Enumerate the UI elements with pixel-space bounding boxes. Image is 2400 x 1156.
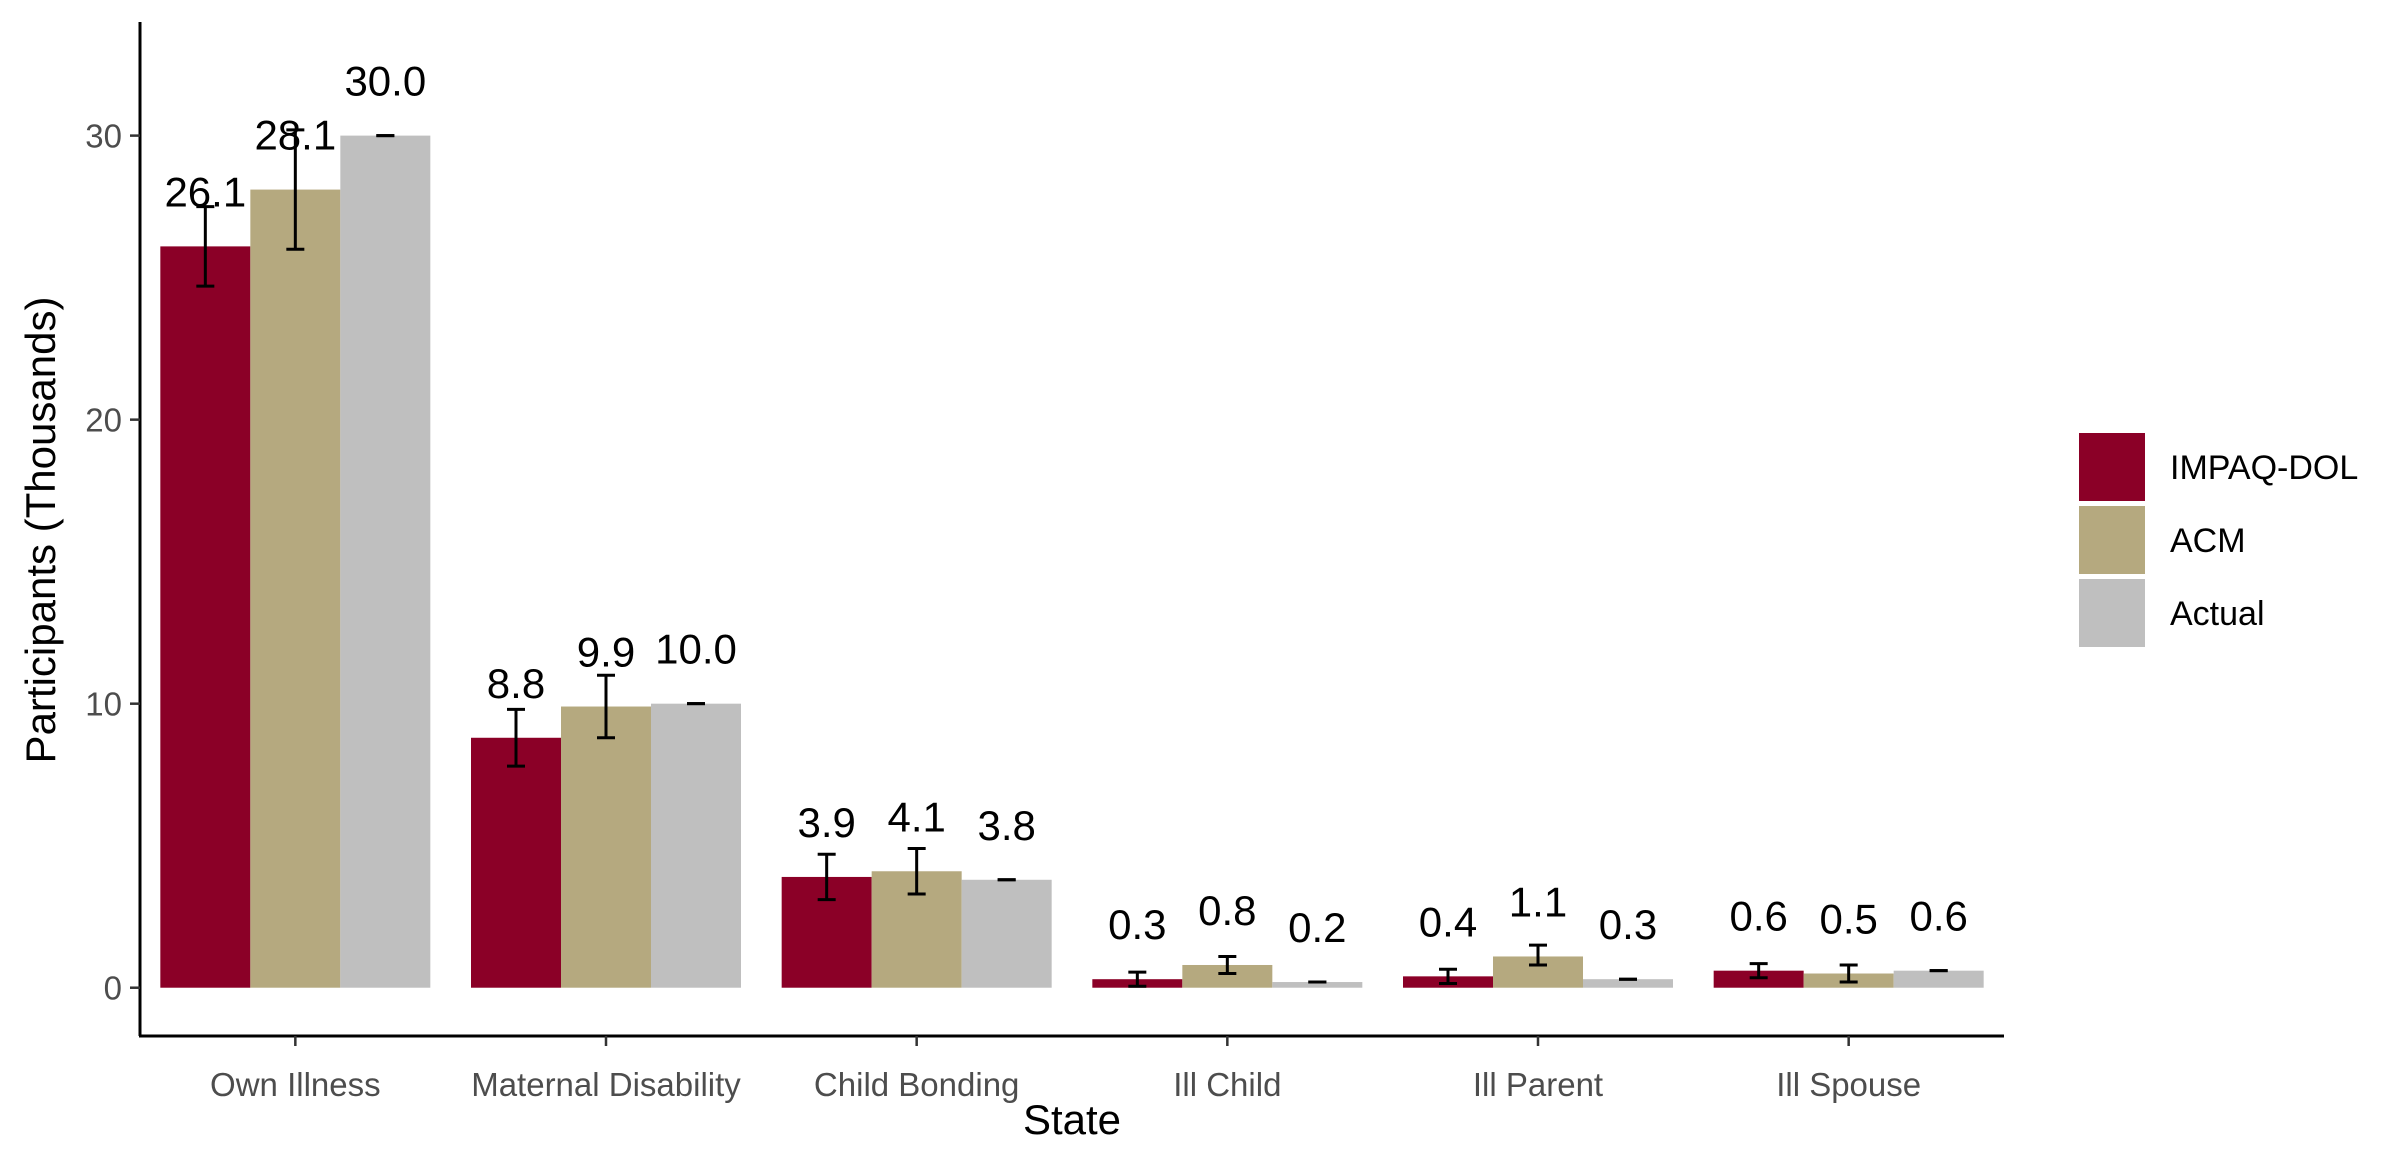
legend: IMPAQ-DOL ACM Actual bbox=[2077, 431, 2358, 649]
bar bbox=[561, 706, 651, 988]
data-label: 0.8 bbox=[1198, 887, 1256, 934]
bar bbox=[160, 246, 251, 988]
data-label: 4.1 bbox=[887, 793, 945, 840]
data-label: 0.6 bbox=[1909, 893, 1967, 940]
bar bbox=[1182, 964, 1273, 988]
data-label: 8.8 bbox=[487, 660, 545, 707]
y-axis-title: Participants (Thousands) bbox=[17, 297, 64, 764]
data-label: 0.4 bbox=[1419, 898, 1477, 945]
y-tick-label: 0 bbox=[104, 970, 122, 1007]
data-label: 26.1 bbox=[164, 168, 246, 215]
bar bbox=[1272, 982, 1363, 988]
legend-key bbox=[2077, 431, 2147, 503]
data-label: 0.3 bbox=[1599, 901, 1657, 948]
bars-layer bbox=[160, 135, 1984, 988]
bar bbox=[1583, 979, 1673, 988]
data-label: 0.2 bbox=[1288, 904, 1346, 951]
data-label: 3.9 bbox=[797, 799, 855, 846]
data-label: 1.1 bbox=[1509, 878, 1567, 925]
data-label: 10.0 bbox=[655, 626, 737, 673]
data-labels-layer: 26.128.130.0 8.8 9.9 10.0 3.9 4.1 3.8 0.3 0.8 0.2… bbox=[164, 58, 1967, 951]
data-label: 0.6 bbox=[1729, 893, 1787, 940]
data-label: 3.8 bbox=[977, 802, 1035, 849]
y-axis: 0 10 20 30 bbox=[85, 118, 140, 1007]
data-label: 30.0 bbox=[344, 58, 426, 105]
bar bbox=[471, 737, 561, 988]
x-tick-label: Ill Child bbox=[1173, 1066, 1281, 1103]
data-label: 9.9 bbox=[577, 629, 635, 676]
y-tick-label: 20 bbox=[85, 402, 122, 439]
data-label: 0.5 bbox=[1819, 896, 1877, 943]
bar bbox=[250, 189, 341, 988]
legend-key bbox=[2077, 577, 2147, 649]
x-tick-label: Own Illness bbox=[210, 1066, 381, 1103]
y-tick-label: 10 bbox=[85, 686, 122, 723]
legend-key bbox=[2077, 504, 2147, 576]
data-label: 0.3 bbox=[1108, 901, 1166, 948]
x-tick-label: Ill Spouse bbox=[1776, 1066, 1921, 1103]
x-axis-title: State bbox=[1023, 1096, 1121, 1143]
x-tick-label: Child Bonding bbox=[814, 1066, 1019, 1103]
legend-label: IMPAQ-DOL bbox=[2170, 449, 2358, 487]
legend-label: Actual bbox=[2170, 595, 2265, 633]
bar bbox=[651, 703, 741, 988]
bar bbox=[340, 135, 431, 988]
x-tick-label: Maternal Disability bbox=[471, 1066, 741, 1103]
bar bbox=[961, 879, 1052, 988]
data-label: 28.1 bbox=[254, 112, 336, 159]
y-tick-label: 30 bbox=[85, 118, 122, 155]
x-axis: Own Illness Maternal Disability Child Bond… bbox=[210, 1036, 1921, 1103]
error-bars-layer bbox=[196, 128, 1948, 988]
bar bbox=[1893, 970, 1984, 988]
x-tick-label: Ill Parent bbox=[1473, 1066, 1603, 1103]
legend-label: ACM bbox=[2170, 522, 2246, 560]
